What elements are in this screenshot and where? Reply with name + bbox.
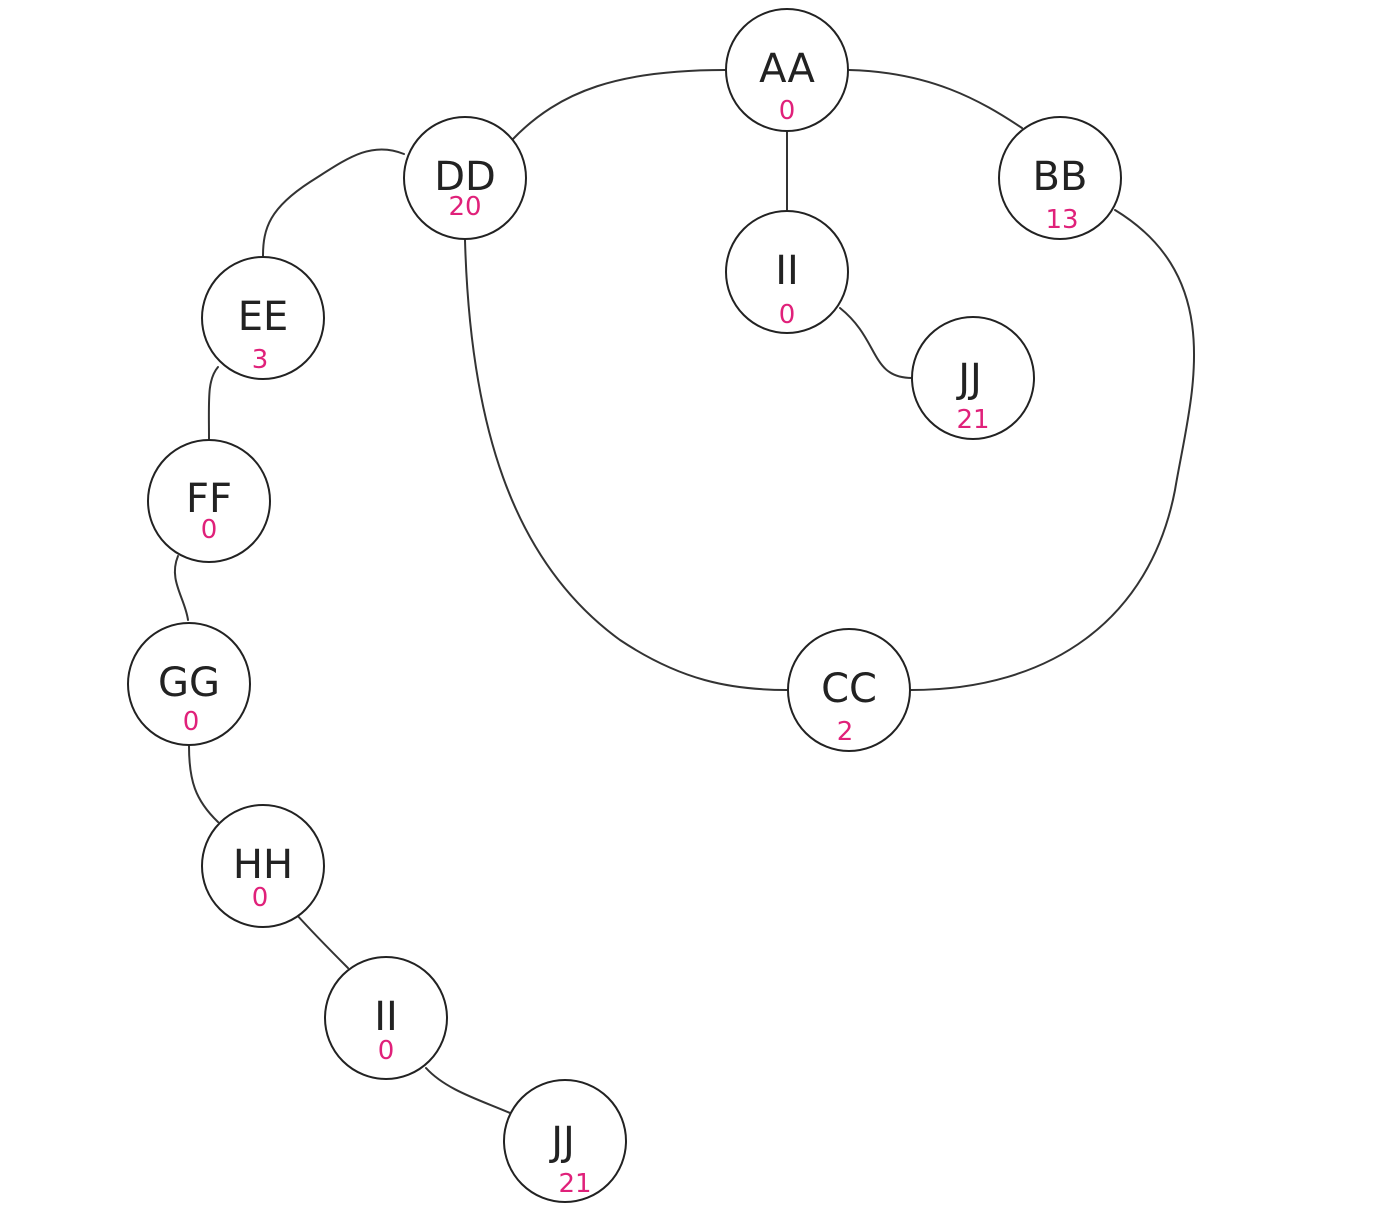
node-ee-value: 3 [252, 345, 269, 375]
node-hh-label: HH [233, 842, 293, 888]
node-jj-lower-value: 21 [558, 1169, 591, 1199]
node-hh-value: 0 [252, 883, 269, 913]
node-ii-lower-circle [324, 956, 448, 1080]
edge-dd-cc [464, 239, 788, 691]
node-jj-lower-circle [503, 1079, 627, 1203]
node-dd-label: DD [434, 154, 496, 200]
edge-dd-ee [262, 148, 405, 257]
node-gg-value: 0 [183, 707, 200, 737]
node-aa-value: 0 [779, 96, 796, 126]
node-gg-circle [127, 622, 251, 746]
edge-ii-lower-jj-lower [425, 1067, 511, 1114]
edge-ff-gg [173, 555, 189, 621]
node-aa[interactable]: AA 0 [725, 8, 849, 132]
edges-layer [173, 69, 1196, 1114]
node-dd-value: 20 [448, 192, 481, 222]
node-ff-circle [147, 439, 271, 563]
node-aa-circle [725, 8, 849, 132]
node-jj-lower[interactable]: JJ 21 [503, 1079, 627, 1203]
node-ii-upper-value: 0 [779, 300, 796, 330]
node-jj-lower-label: JJ [548, 1119, 575, 1165]
node-aa-label: AA [759, 46, 815, 92]
node-ff-value: 0 [201, 515, 218, 545]
edge-aa-bb [848, 69, 1023, 129]
edge-aa-dd [511, 69, 726, 141]
edge-ii-upper-jj-upper [839, 307, 913, 379]
node-dd[interactable]: DD 20 [403, 116, 527, 240]
node-cc-label: CC [821, 666, 877, 712]
node-ii-lower-label: II [374, 994, 398, 1040]
node-ii-upper-label: II [775, 248, 799, 294]
node-ii-lower[interactable]: II 0 [324, 956, 448, 1080]
nodes-layer: AA 0 DD 20 BB 13 II 0 JJ 21 EE 3 [127, 8, 1122, 1203]
node-dd-circle [403, 116, 527, 240]
node-ff-label: FF [186, 476, 232, 522]
edge-bb-cc [910, 209, 1196, 691]
node-bb-value: 13 [1045, 205, 1078, 235]
node-ee-circle [201, 256, 325, 380]
node-jj-upper-label: JJ [955, 356, 982, 402]
node-jj-upper[interactable]: JJ 21 [911, 316, 1035, 440]
node-cc-circle [787, 628, 911, 752]
edge-ee-ff [207, 366, 219, 440]
node-bb-circle [998, 116, 1122, 240]
node-gg-label: GG [158, 660, 220, 706]
node-cc[interactable]: CC 2 [787, 628, 911, 752]
node-ii-upper[interactable]: II 0 [725, 210, 849, 334]
node-ee[interactable]: EE 3 [201, 256, 325, 380]
node-jj-upper-circle [911, 316, 1035, 440]
node-hh[interactable]: HH 0 [201, 804, 325, 928]
node-jj-upper-value: 21 [956, 405, 989, 435]
edge-gg-hh [188, 745, 219, 823]
node-bb[interactable]: BB 13 [998, 116, 1122, 240]
node-hh-circle [201, 804, 325, 928]
node-ii-lower-value: 0 [378, 1036, 395, 1066]
node-ee-label: EE [238, 294, 289, 340]
edge-hh-ii-lower [295, 913, 349, 969]
node-bb-label: BB [1033, 154, 1088, 200]
node-gg[interactable]: GG 0 [127, 622, 251, 746]
node-ff[interactable]: FF 0 [147, 439, 271, 563]
node-ii-upper-circle [725, 210, 849, 334]
node-cc-value: 2 [837, 717, 854, 747]
